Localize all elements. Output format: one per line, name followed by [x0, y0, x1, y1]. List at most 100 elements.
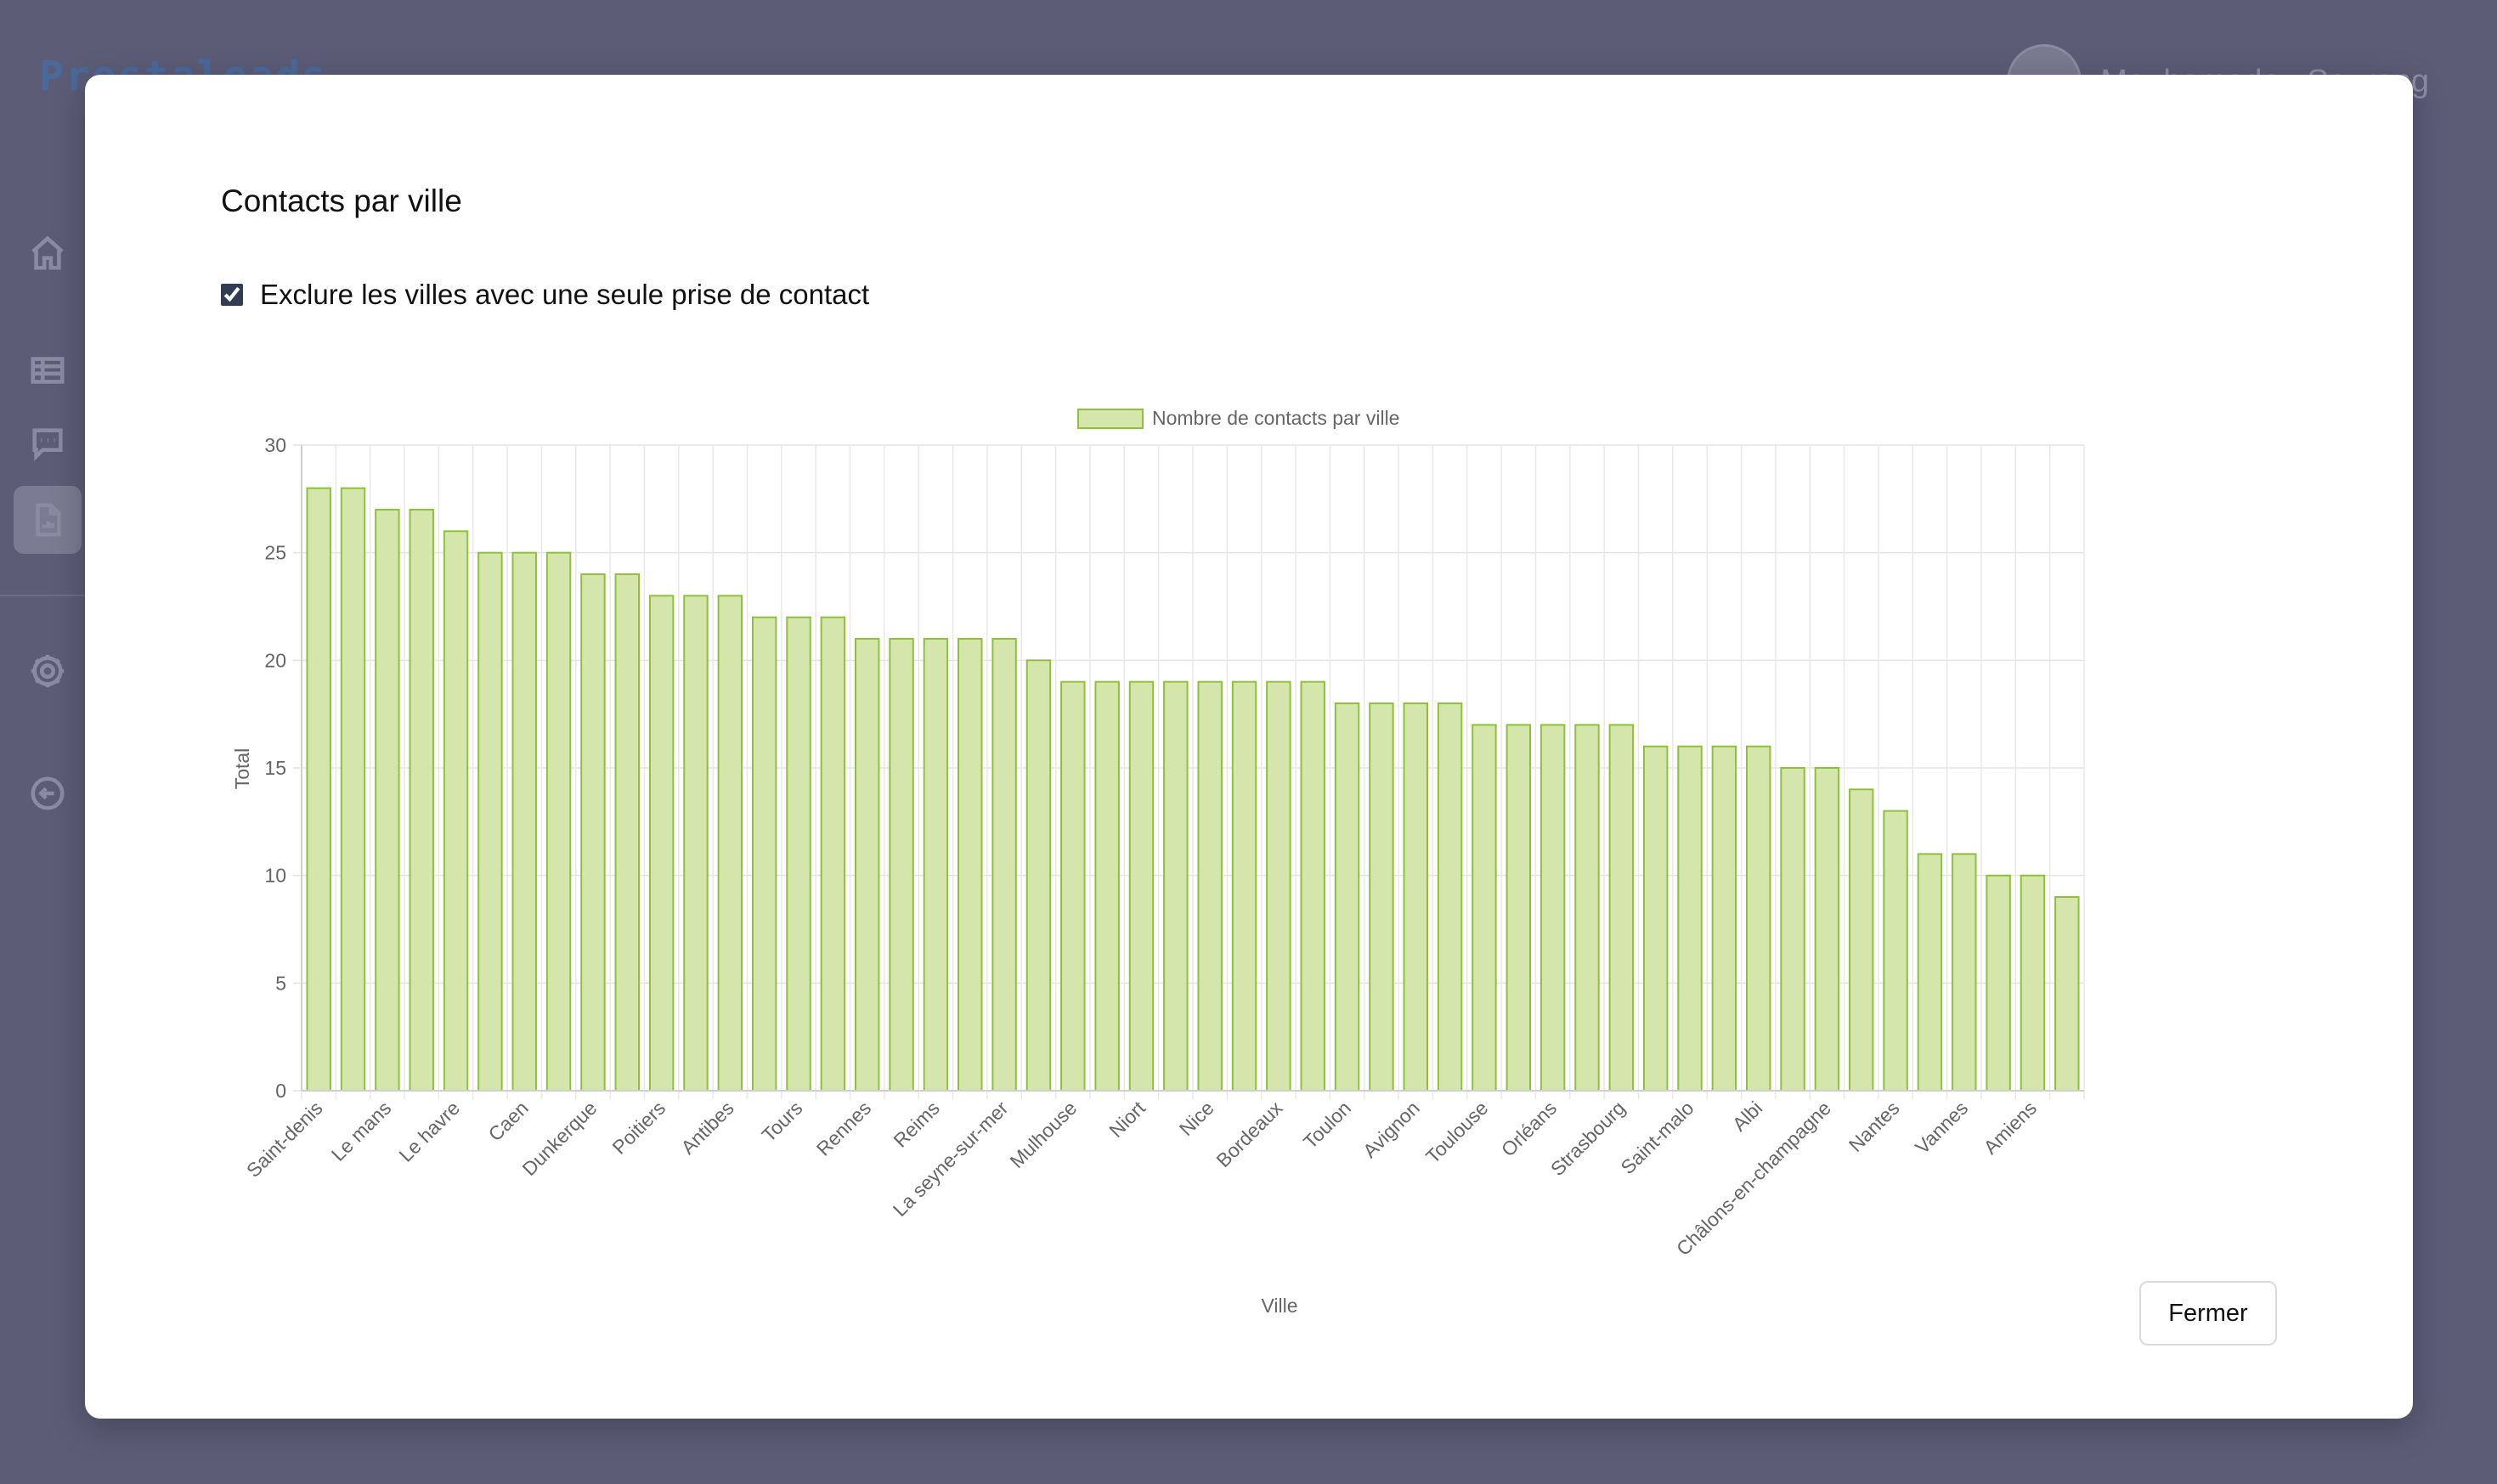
y-tick-label: 30	[264, 434, 286, 456]
bar	[511, 551, 537, 1092]
y-axis-title: Total	[231, 748, 253, 790]
bar	[1472, 724, 1497, 1092]
bar	[1128, 680, 1155, 1092]
x-tick-label: Le mans	[327, 1097, 396, 1165]
bar	[1403, 703, 1428, 1092]
sidebar-item-logout[interactable]	[14, 759, 82, 827]
report-icon	[36, 503, 61, 537]
bar	[1506, 724, 1532, 1092]
x-tick-label: Dunkerque	[518, 1097, 602, 1180]
x-tick-label: Avignon	[1359, 1097, 1424, 1162]
x-tick-label: Toulouse	[1421, 1097, 1492, 1167]
bar	[614, 573, 641, 1092]
bar	[786, 616, 811, 1092]
sidebar-item-reports[interactable]	[14, 486, 82, 554]
sidebar-divider	[0, 595, 93, 596]
legend-swatch	[1077, 409, 1144, 429]
y-tick-label: 5	[275, 972, 286, 994]
sidebar-item-messages[interactable]	[14, 409, 82, 477]
settings-icon	[31, 654, 65, 688]
bar	[1060, 680, 1086, 1092]
x-tick-label: Rennes	[812, 1097, 875, 1160]
bar	[1642, 745, 1669, 1092]
bar	[1952, 853, 1977, 1092]
sidebar-item-home[interactable]	[14, 219, 82, 287]
x-tick-label: Amiens	[1979, 1097, 2041, 1159]
bar	[648, 595, 675, 1092]
x-tick-label: Vannes	[1911, 1097, 1972, 1158]
bar	[2054, 896, 2080, 1092]
y-tick-label: 10	[264, 865, 286, 887]
bar	[1745, 745, 1771, 1092]
bar	[1917, 853, 1943, 1092]
close-button[interactable]: Fermer	[2139, 1281, 2277, 1346]
x-tick-label: Poitiers	[608, 1097, 670, 1159]
bar	[375, 509, 400, 1092]
bar	[1608, 724, 1635, 1092]
sidebar-item-settings[interactable]	[14, 637, 82, 705]
y-tick-label: 20	[264, 649, 286, 671]
bar	[1711, 745, 1737, 1092]
chart-modal: Contacts par ville Exclure les villes av…	[85, 75, 2413, 1419]
x-tick-label: Strasbourg	[1546, 1097, 1630, 1180]
bar	[1849, 788, 1874, 1092]
home-icon	[31, 235, 64, 270]
x-tick-label: Reims	[889, 1097, 943, 1151]
bar	[751, 616, 777, 1092]
x-tick-label: La seyne-sur-mer	[889, 1097, 1013, 1221]
exclude-single-contact-filter[interactable]: Exclure les villes avec une seule prise …	[221, 279, 869, 311]
y-tick-label: 15	[264, 757, 286, 779]
bar	[717, 595, 743, 1092]
bar	[820, 616, 846, 1092]
x-tick-label: Nantes	[1845, 1097, 1904, 1156]
legend-label: Nombre de contacts par ville	[1152, 407, 1399, 429]
bar	[340, 487, 366, 1092]
bar	[854, 638, 880, 1092]
bar	[1094, 680, 1120, 1092]
x-tick-label: Mulhouse	[1005, 1097, 1081, 1172]
bar	[923, 638, 949, 1092]
bar	[991, 638, 1017, 1092]
bar	[2020, 874, 2046, 1092]
y-tick-label: 0	[275, 1080, 286, 1102]
bar	[545, 551, 572, 1092]
exclude-single-contact-checkbox[interactable]	[221, 284, 243, 306]
bar	[1539, 724, 1566, 1092]
bar	[1780, 767, 1805, 1092]
bar	[1986, 874, 2011, 1092]
bar	[443, 530, 469, 1092]
x-tick-label: Antibes	[676, 1097, 738, 1159]
bar	[1197, 680, 1223, 1092]
x-tick-label: Niort	[1104, 1097, 1150, 1142]
x-axis-title: Ville	[1261, 1295, 1297, 1317]
bar	[1437, 703, 1463, 1092]
sidebar-item-table[interactable]	[14, 336, 82, 404]
x-tick-label: Caen	[484, 1097, 533, 1145]
x-tick-label: Orléans	[1497, 1097, 1561, 1160]
bar	[306, 487, 331, 1092]
bar	[1163, 680, 1189, 1092]
bar	[1883, 810, 1908, 1092]
bar	[1266, 680, 1291, 1092]
x-tick-label: Albi	[1728, 1097, 1767, 1136]
bar	[1231, 680, 1257, 1092]
x-tick-label: Saint-denis	[242, 1097, 327, 1182]
y-tick-label: 25	[264, 542, 286, 564]
x-tick-label: Tours	[757, 1097, 806, 1146]
bar	[1300, 680, 1325, 1092]
bar	[1025, 659, 1052, 1092]
x-tick-label: Bordeaux	[1212, 1097, 1286, 1171]
bar	[1814, 767, 1840, 1092]
bar	[580, 573, 606, 1092]
contacts-per-city-chart: Nombre de contacts par ville 0 5 10 15 20 25 30…	[231, 407, 2085, 1317]
bar	[409, 509, 434, 1092]
chat-icon	[32, 428, 63, 461]
x-tick-label: Saint-malo	[1616, 1097, 1698, 1178]
bar	[958, 638, 983, 1092]
bar	[1574, 724, 1600, 1092]
exclude-single-contact-label: Exclure les villes avec une seule prise …	[260, 279, 870, 310]
bar	[477, 551, 503, 1092]
bar	[1677, 745, 1703, 1092]
bar	[889, 638, 914, 1092]
logout-icon	[31, 776, 65, 810]
